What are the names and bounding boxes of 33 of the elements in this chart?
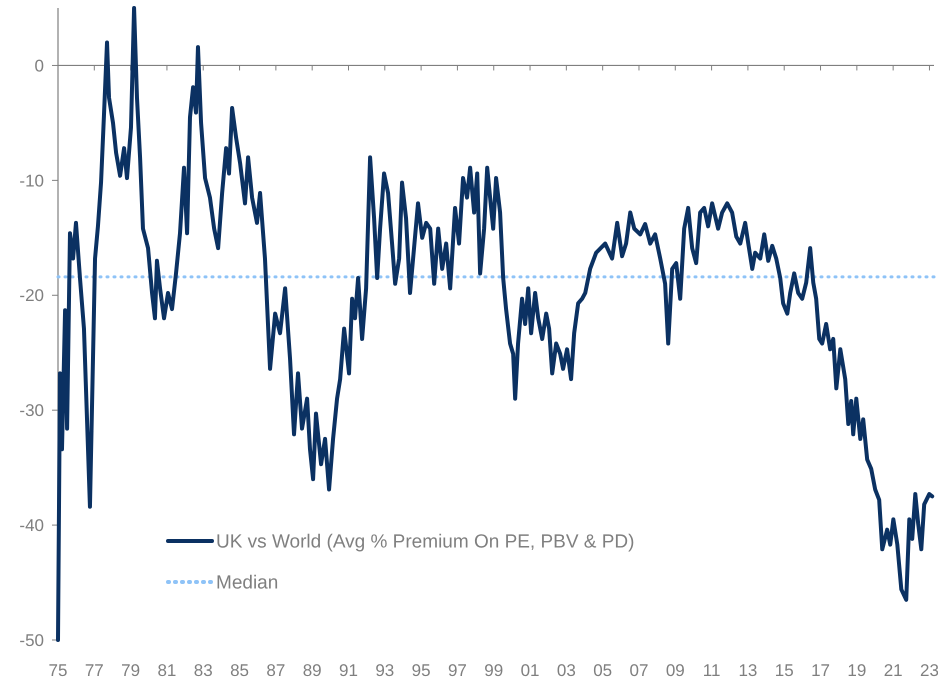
x-tick-label: 15 (774, 661, 794, 680)
y-tick-label: 0 (34, 56, 44, 76)
x-tick-label: 23 (920, 661, 938, 680)
x-tick-label: 81 (157, 661, 176, 680)
x-tick-label: 85 (230, 661, 250, 680)
x-tick-label: 05 (593, 661, 612, 680)
legend-label: UK vs World (Avg % Premium On PE, PBV & PD) (216, 532, 634, 553)
x-tick-label: 99 (484, 661, 504, 680)
y-tick-label: -10 (19, 171, 44, 190)
x-tick-label: 91 (339, 661, 358, 680)
x-tick-label: 83 (194, 661, 213, 680)
x-tick-label: 97 (448, 661, 467, 680)
x-tick-label: 03 (556, 661, 576, 680)
x-tick-label: 11 (702, 661, 720, 680)
legend-label: Median (216, 572, 278, 594)
x-tick-label: 19 (847, 661, 866, 680)
x-tick-label: 75 (48, 661, 68, 680)
x-tick-label: 77 (84, 661, 104, 680)
x-tick-label: 07 (630, 661, 648, 680)
x-tick-label: 89 (302, 661, 322, 680)
x-tick-label: 13 (738, 661, 758, 680)
x-tick-label: 17 (811, 661, 830, 680)
x-tick-label: 01 (520, 661, 540, 680)
x-tick-label: 95 (412, 661, 431, 680)
y-tick-label: -30 (19, 401, 44, 420)
x-tick-label: 21 (884, 661, 903, 680)
x-tick-label: 09 (666, 661, 685, 680)
y-tick-label: -20 (19, 286, 44, 306)
y-tick-label: -50 (19, 630, 44, 650)
x-tick-label: 93 (375, 661, 394, 680)
x-tick-label: 79 (121, 661, 140, 680)
x-tick-label: 87 (266, 661, 286, 680)
y-tick-label: -40 (19, 516, 44, 536)
